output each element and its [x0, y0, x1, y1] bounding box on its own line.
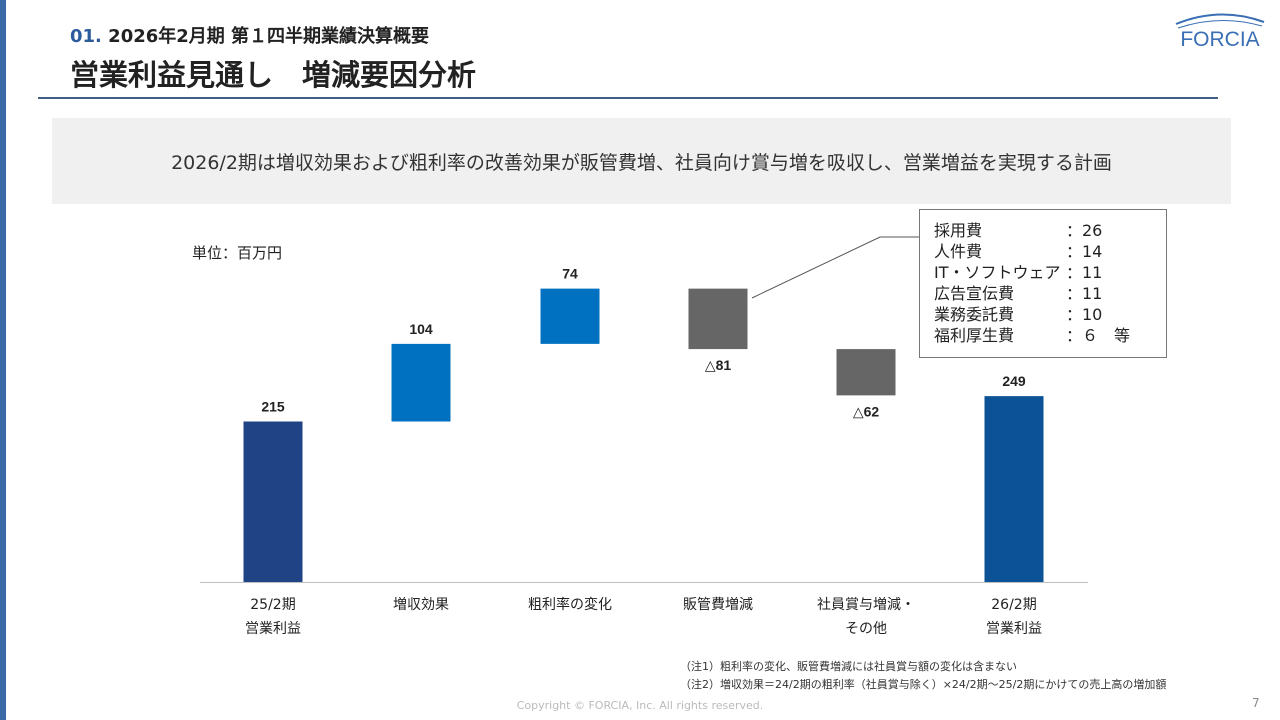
category-label-0: 25/2期営業利益: [193, 593, 353, 641]
page-title: 営業利益見通し 増減要因分析: [70, 58, 477, 92]
data-label-5: 249: [1002, 373, 1026, 389]
category-label-line: 営業利益: [986, 621, 1042, 637]
bar-1: [391, 343, 451, 422]
category-label-5: 26/2期営業利益: [934, 593, 1094, 641]
data-label-4: △62: [853, 403, 880, 419]
category-label-2: 粗利率の変化: [490, 593, 650, 617]
callout-value: ：10: [1066, 305, 1103, 324]
callout-label: 業務委託費: [934, 305, 1015, 324]
category-label-1: 増収効果: [341, 593, 501, 617]
sga-breakdown-callout: 採用費 ：26 人件費 ：14 IT・ソフトウェア ：11 広告宣伝費 ：11 業務委託…: [919, 209, 1167, 358]
callout-row: 広告宣伝費 ：11: [934, 283, 1102, 304]
category-label-4: 社員賞与増減・ その他: [786, 593, 946, 641]
callout-label: 福利厚生費: [934, 326, 1015, 345]
category-label-line: 25/2期: [250, 597, 296, 613]
callout-label: 人件費: [934, 242, 983, 261]
page-number: 7: [1252, 696, 1260, 710]
copyright: Copyright © FORCIA, Inc. All rights rese…: [516, 699, 764, 712]
footnotes: （注1）粗利率の変化、販管費増減には社員賞与額の変化は含まない （注2）増収効果…: [680, 658, 1166, 694]
callout-value: ：11: [1066, 263, 1103, 282]
callout-leader-line: [751, 236, 919, 299]
left-accent-bar: [0, 0, 6, 720]
callout-row: 人件費 ：14: [934, 241, 1102, 262]
category-label-line: 営業利益: [245, 621, 301, 637]
unit-label: 単位：百万円: [192, 244, 283, 262]
category-label-line: その他: [845, 621, 887, 637]
data-label-3: △81: [705, 357, 732, 373]
section-number: 01.: [70, 26, 102, 47]
summary-box: 2026/2期は増収効果および粗利率の改善効果が販管費増、社員向け賞与増を吸収し…: [52, 118, 1231, 204]
bar-5: [984, 396, 1044, 582]
callout-row: 採用費 ：26: [934, 220, 1102, 241]
callout-value: ：14: [1066, 242, 1103, 261]
callout-row: IT・ソフトウェア ：11: [934, 262, 1102, 283]
callout-label: 広告宣伝費: [934, 284, 1015, 303]
category-label-line: 社員賞与増減・: [817, 597, 915, 613]
footnote-1: （注1）粗利率の変化、販管費増減には社員賞与額の変化は含まない: [680, 660, 1017, 673]
category-label-line: 販管費増減: [683, 597, 753, 613]
category-label-line: 26/2期: [991, 597, 1037, 613]
category-label-line: 粗利率の変化: [528, 597, 612, 613]
summary-text: 2026/2期は増収効果および粗利率の改善効果が販管費増、社員向け賞与増を吸収し…: [171, 152, 1112, 174]
callout-label: 採用費: [934, 221, 983, 240]
section-subtitle-text: 2026年2月期 第１四半期業績決算概要: [108, 26, 430, 47]
header-divider: [38, 97, 1218, 99]
category-label-line: 増収効果: [393, 597, 449, 613]
data-label-1: 104: [409, 321, 433, 337]
callout-row: 業務委託費 ：10: [934, 304, 1102, 325]
bar-0: [243, 421, 303, 582]
footnote-2: （注2）増収効果＝24/2期の粗利率（社員賞与除く）×24/2期～25/2期にか…: [680, 678, 1167, 691]
data-label-2: 74: [562, 266, 578, 282]
callout-value: ：６ 等: [1066, 326, 1131, 345]
bar-3: [688, 288, 748, 350]
data-label-0: 215: [261, 399, 285, 415]
bar-2: [540, 288, 600, 344]
category-label-3: 販管費増減: [638, 593, 798, 617]
section-subtitle: 01. 2026年2月期 第１四半期業績決算概要: [70, 22, 429, 48]
callout-value: ：11: [1066, 284, 1103, 303]
callout-value: ：26: [1066, 221, 1103, 240]
callout-label: IT・ソフトウェア: [934, 263, 1061, 282]
forcia-logo: FORCIA: [1175, 13, 1265, 51]
bar-4: [836, 349, 896, 396]
logo-text: FORCIA: [1180, 28, 1259, 51]
callout-row: 福利厚生費 ：６ 等: [934, 325, 1130, 346]
